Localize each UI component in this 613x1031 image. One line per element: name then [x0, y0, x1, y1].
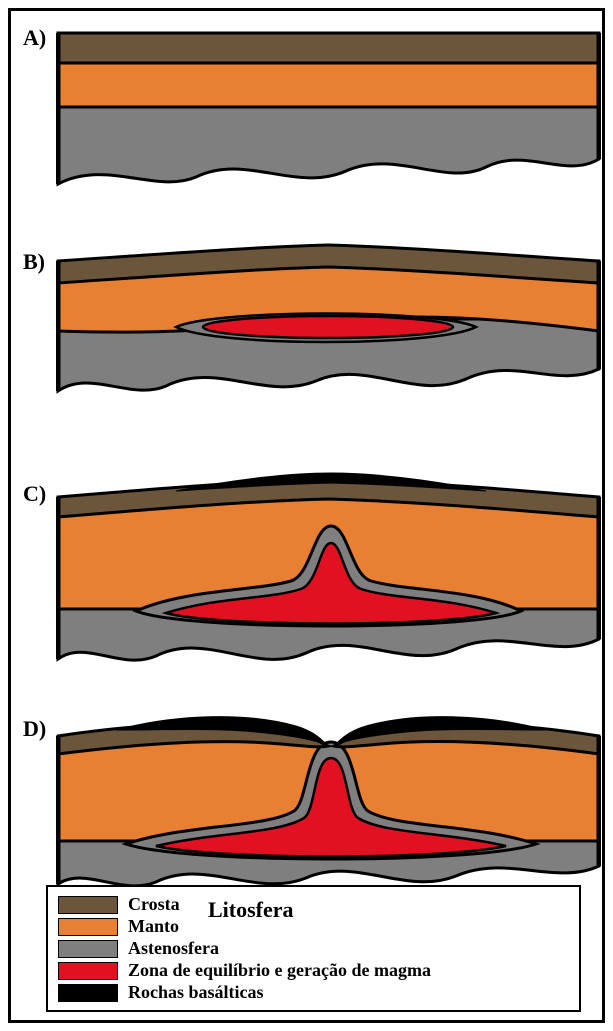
legend: Crosta Manto Astenosfera Zona de equilíb… [46, 885, 581, 1012]
swatch-mantle [58, 918, 118, 936]
panel-c-label: C) [23, 481, 46, 507]
panel-b [56, 241, 601, 411]
magma-b [203, 316, 453, 338]
swatch-asthenosphere [58, 940, 118, 958]
legend-label-magma: Zona de equilíbrio e geração de magma [128, 960, 431, 981]
figure-frame: A) B) C) [8, 8, 605, 1023]
panel-b-label: B) [23, 249, 45, 275]
panel-c [56, 471, 601, 676]
legend-row-asthenosphere: Astenosfera [58, 938, 569, 959]
legend-label-mantle: Manto [128, 916, 179, 937]
swatch-magma [58, 962, 118, 980]
legend-row-crust: Crosta [58, 894, 569, 915]
panel-a [56, 29, 601, 199]
legend-label-crust: Crosta [128, 894, 180, 915]
panel-a-label: A) [23, 25, 46, 51]
swatch-crust [58, 896, 118, 914]
panel-d-label: D) [23, 716, 46, 742]
crust-a [58, 33, 599, 63]
legend-label-asthenosphere: Astenosfera [128, 938, 219, 959]
legend-row-mantle: Manto [58, 916, 569, 937]
legend-row-basalt: Rochas basálticas [58, 982, 569, 1003]
asthenosphere-a [58, 99, 599, 184]
mantle-a [58, 59, 599, 107]
legend-row-magma: Zona de equilíbrio e geração de magma [58, 960, 569, 981]
swatch-basalt [58, 984, 118, 1002]
legend-label-basalt: Rochas basálticas [128, 982, 264, 1003]
litosfera-group-label: Litosfera [208, 897, 294, 923]
panel-d [56, 706, 601, 901]
